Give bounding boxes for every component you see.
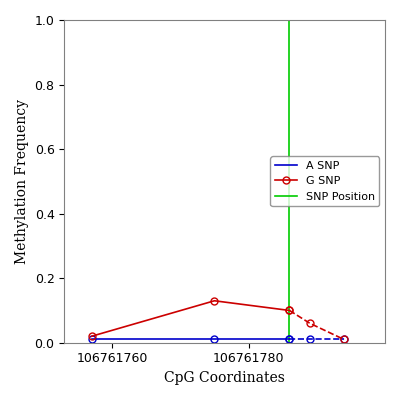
X-axis label: CpG Coordinates: CpG Coordinates — [164, 371, 285, 385]
Legend: A SNP, G SNP, SNP Position: A SNP, G SNP, SNP Position — [270, 156, 380, 206]
Y-axis label: Methylation Frequency: Methylation Frequency — [15, 99, 29, 264]
